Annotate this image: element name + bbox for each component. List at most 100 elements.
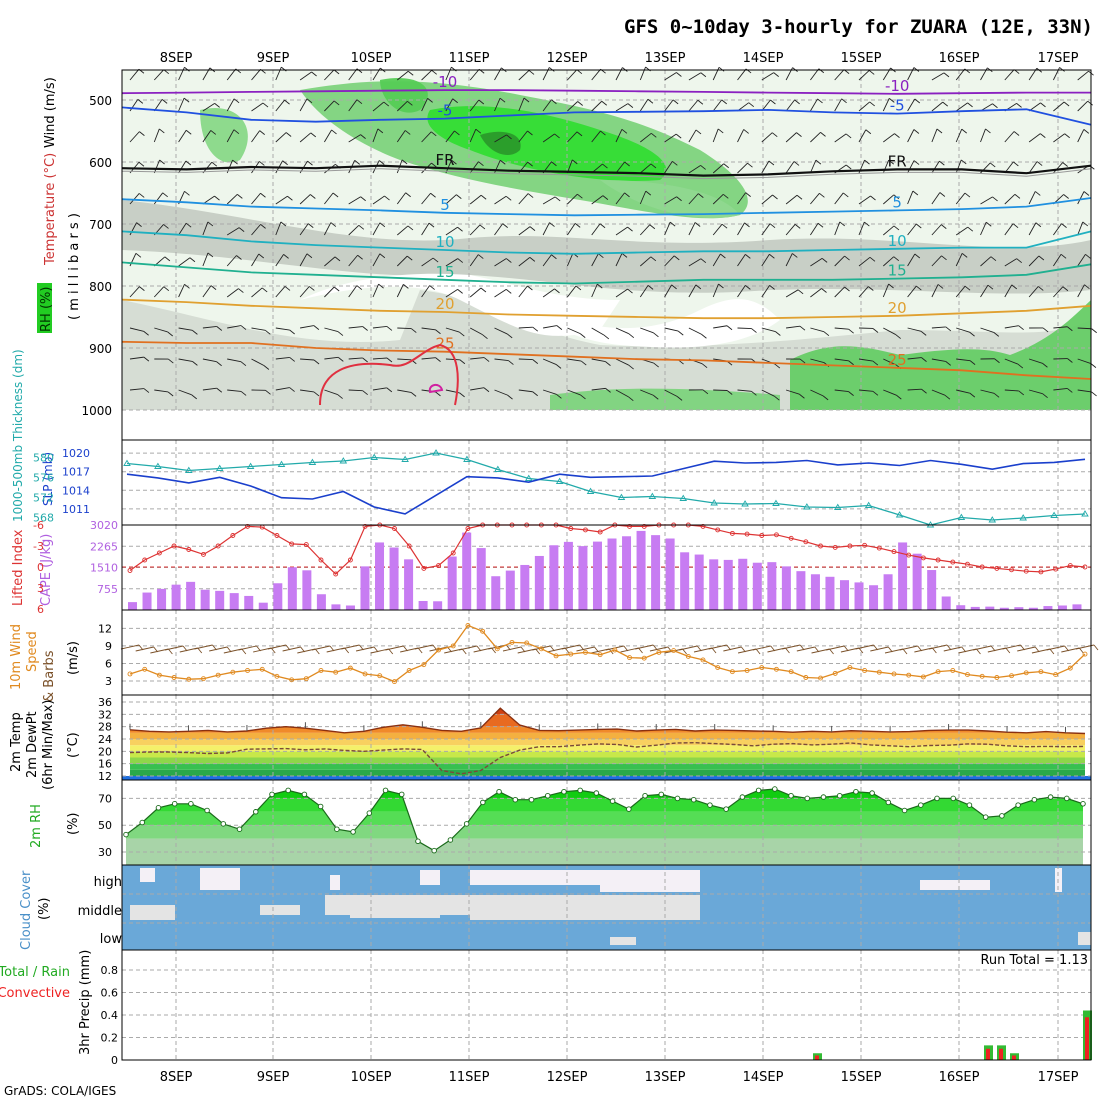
upper-barb-feather [499,159,506,165]
upper-barb [324,100,335,112]
upper-barb [542,196,556,205]
upper-barb [931,255,942,267]
date-label-top-5: 13SEP [645,51,686,66]
upper-barb-feather [1042,393,1048,399]
upper-barb-feather [163,286,170,292]
upper-barb [518,130,528,143]
upper-barb [372,101,385,112]
upper-barb [761,132,773,143]
lifted-index-point [906,552,912,558]
wind10-barb [782,644,801,650]
upper-barb [567,389,581,396]
upper-barb-feather [532,359,539,364]
upper-barb-feather [135,252,142,258]
upper-barb [202,103,215,112]
date-label-top-1: 9SEP [257,51,290,66]
contour--10 [121,89,1091,95]
upper-barb [178,358,193,362]
upper-barb [566,252,574,267]
upper-barb-feather [337,394,343,399]
panel-frames [121,69,1092,1061]
upper-barb-feather [675,133,682,139]
wind-speed-point [538,646,544,652]
upper-barb [810,223,819,236]
wind10-barb-feather [1078,647,1084,654]
cape-bar [447,556,457,610]
upper-barb [178,97,185,112]
cape-bar [345,605,355,610]
upper-barb [129,68,140,81]
upper-barb-feather [653,332,659,338]
upper-barb [1028,389,1043,395]
wind-speed-point [465,622,471,628]
upper-barb-feather [864,221,870,227]
cape-panel-labels: Lifted Index CAPE (J/kg) [11,529,54,606]
upper-barb-feather [459,392,465,398]
thick-tick-572: 572 [33,492,54,505]
upper-barb-feather [313,325,320,330]
upper-barb-feather [645,190,652,196]
cape-bar [287,567,297,610]
upper-barb-feather [985,221,992,227]
lifted-index-point [832,544,838,550]
wind-speed-point [142,666,148,672]
upper-barb-feather [603,334,610,340]
upper-barb [445,130,455,143]
upper-barb [615,253,623,267]
upper-barb-feather [379,253,386,259]
rh-point [155,805,162,811]
lifted-index-point [142,557,148,563]
run-total-label: Run Total = 1.13 [980,953,1088,968]
upper-barb [518,70,530,81]
upper-barb-feather [161,99,168,104]
lifted-index-point [171,543,177,549]
upper-barb-feather [1061,223,1067,228]
cloud-mid-patch [470,895,700,920]
rh-point [366,810,373,816]
upper-barb-feather [721,223,728,229]
upper-barb-feather [310,132,317,138]
upper-barb-feather [601,100,608,106]
li-tick-0: 0 [37,561,44,574]
upper-barb-feather [794,223,801,229]
rh-band-1 [126,825,1083,839]
wind-speed-line [129,624,1086,683]
wind-speed-point [186,676,192,682]
date-label-top-9: 17SEP [1038,51,1079,66]
upper-barb [226,129,235,143]
upper-barb-feather [260,224,266,229]
rh-point [1015,802,1021,808]
upper-barb-feather [333,100,340,106]
upper-barb [421,327,436,331]
upper-barb [1053,326,1068,329]
upper-barb [348,326,363,329]
wind-barbs-axis-label: & Barbs [42,650,57,702]
upper-barb [713,325,728,329]
wind-speed-point [245,668,250,673]
upper-barb [324,327,339,333]
upper-barb [956,389,970,394]
wind10-barb [635,644,654,650]
upper-barb [591,253,599,267]
upper-barb [956,327,970,333]
upper-barb [712,163,725,174]
upper-barb [469,224,481,236]
upper-barb-feather [1067,388,1073,393]
upper-barb [396,284,404,298]
upper-barb-feather [1016,258,1023,264]
upper-barb-feather [432,257,439,263]
upper-barb-feather [1059,67,1065,72]
upper-barb [324,356,339,360]
upper-barb-feather [605,388,611,393]
upper-barb-feather [698,193,704,198]
upper-barb [372,387,387,391]
upper-barb-feather [914,253,921,259]
upper-barb [907,190,914,205]
upper-barb [1004,284,1013,298]
upper-barb-feather [914,98,921,104]
lifted-index-point [774,532,779,538]
upper-barb-feather [285,132,292,137]
upper-barb [786,325,801,329]
wind-speed-point [788,669,794,675]
precip-conv-label: Convective [0,986,70,1001]
